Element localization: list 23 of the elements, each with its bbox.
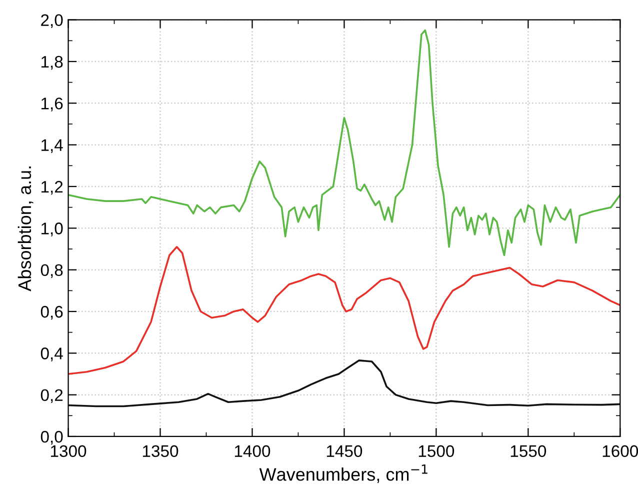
y-tick-label: 1,4 xyxy=(42,139,63,154)
y-tick-label: 0,2 xyxy=(40,389,63,403)
x-axis-title: Wavenumbers, cm$^{−1}$ xyxy=(259,464,428,483)
y-tick-label: 1,0 xyxy=(42,222,63,236)
x-tick-label: 1450 xyxy=(326,445,362,458)
y-tick-label: 1,2 xyxy=(42,180,63,195)
line-series xyxy=(68,246,620,375)
x-tick-label: 1400 xyxy=(234,445,270,458)
line-series xyxy=(68,29,620,256)
line-series xyxy=(68,360,620,408)
y-tick-label: 0,4 xyxy=(40,348,63,362)
y-tick-label: 0,0 xyxy=(40,430,63,445)
x-tick-label: 1550 xyxy=(510,445,546,458)
y-tick-label: 1,6 xyxy=(42,98,63,112)
x-tick-label: 1300 xyxy=(51,445,86,458)
y-tick-label: 0,6 xyxy=(40,306,63,320)
x-tick-label: 1500 xyxy=(418,445,454,458)
x-tick-label: 1600 xyxy=(602,445,638,458)
y-tick-label: 2,0 xyxy=(41,14,63,28)
x-tick-label: 1350 xyxy=(142,445,178,458)
y-axis-title: Absorbtion, a.u. xyxy=(18,166,34,292)
y-tick-label: 0,8 xyxy=(40,264,63,278)
y-tick-label: 1,8 xyxy=(42,56,63,70)
